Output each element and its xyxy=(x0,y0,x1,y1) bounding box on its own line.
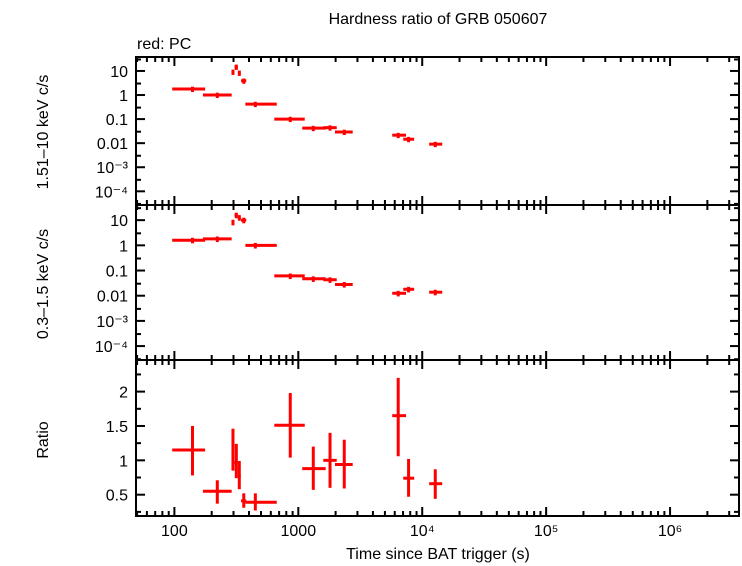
data-point xyxy=(334,282,353,288)
data-point xyxy=(302,125,326,132)
y-axis-label-soft: 0.3–1.5 keV c/s xyxy=(35,229,52,339)
data-point xyxy=(241,493,247,508)
y-tick-label: 10 xyxy=(110,64,128,81)
y-axis-label-ratio: Ratio xyxy=(35,421,52,458)
data-point xyxy=(234,212,238,219)
panel-frame xyxy=(135,359,740,517)
y-tick-label: 0.1 xyxy=(106,112,128,129)
data-point xyxy=(237,461,241,490)
data-point xyxy=(231,428,235,471)
data-point xyxy=(202,92,232,99)
y-tick-label: 10⁻³ xyxy=(96,314,128,331)
x-tick-label: 1000 xyxy=(281,523,317,540)
data-point xyxy=(231,69,235,75)
y-tick-label: 10 xyxy=(110,213,128,230)
data-point xyxy=(202,236,232,243)
data-point xyxy=(429,289,443,296)
data-point xyxy=(323,125,337,131)
x-tick-label: 10⁴ xyxy=(410,523,435,540)
data-point xyxy=(403,458,415,497)
data-point xyxy=(241,217,247,224)
x-axis-label: Time since BAT trigger (s) xyxy=(346,546,530,563)
data-point xyxy=(274,116,305,123)
y-tick-label: 10⁻³ xyxy=(96,160,128,177)
x-tick-label: 10⁵ xyxy=(534,523,558,540)
data-point xyxy=(274,273,305,280)
x-tick-label: 100 xyxy=(161,523,188,540)
panel-frame xyxy=(135,204,740,361)
data-point xyxy=(172,86,206,93)
data-point xyxy=(392,377,407,457)
panel-2: 2 1.5 1 0.5 xyxy=(106,359,740,517)
chart-title: Hardness ratio of GRB 050607 xyxy=(329,11,548,28)
data-point xyxy=(202,480,232,504)
data-point xyxy=(237,215,241,221)
data-point xyxy=(429,141,443,148)
data-point xyxy=(231,219,235,226)
data-point xyxy=(302,276,326,282)
x-tick-label: 10⁶ xyxy=(658,523,682,540)
y-tick-label: 1 xyxy=(119,453,128,470)
data-point xyxy=(334,439,353,489)
data-point xyxy=(302,446,326,490)
data-point xyxy=(172,237,206,244)
panel-1: 10 1 0.1 0.01 10⁻³ 10⁻⁴ xyxy=(95,204,740,361)
data-point xyxy=(392,132,407,139)
y-tick-label: 0.01 xyxy=(97,136,128,153)
data-point xyxy=(403,286,415,293)
y-tick-label: 10⁻⁴ xyxy=(95,339,128,356)
data-point xyxy=(172,425,206,476)
data-point xyxy=(234,64,238,70)
data-point xyxy=(323,277,337,283)
data-point xyxy=(245,493,277,511)
y-tick-label: 0.01 xyxy=(97,289,128,306)
y-tick-label: 0.5 xyxy=(106,488,128,505)
data-point xyxy=(237,70,241,76)
panel-frame xyxy=(135,56,740,206)
data-point xyxy=(234,443,238,479)
y-tick-label: 0.1 xyxy=(106,264,128,281)
legend-note: red: PC xyxy=(137,36,191,53)
data-point xyxy=(245,101,277,108)
panel-0: 10 1 0.1 0.01 10⁻³ 10⁻⁴ xyxy=(95,56,740,206)
y-tick-label: 10⁻⁴ xyxy=(95,184,128,201)
y-axis-label-hard: 1.51–10 keV c/s xyxy=(35,75,52,190)
y-tick-label: 1.5 xyxy=(106,419,128,436)
y-tick-label: 1 xyxy=(119,238,128,255)
data-point xyxy=(241,78,247,84)
y-tick-label: 2 xyxy=(119,385,128,402)
data-point xyxy=(245,242,277,249)
data-point xyxy=(334,129,353,136)
data-point xyxy=(392,290,407,297)
data-point xyxy=(429,469,443,499)
data-point xyxy=(403,136,415,143)
data-point xyxy=(274,392,305,458)
y-tick-label: 1 xyxy=(119,88,128,105)
data-point xyxy=(323,432,337,488)
